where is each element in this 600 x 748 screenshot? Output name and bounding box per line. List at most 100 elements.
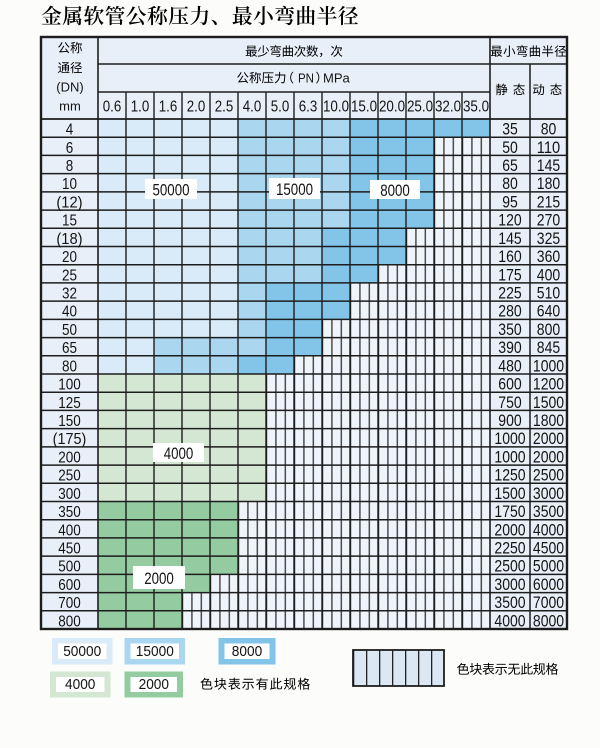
svg-text:2000: 2000 xyxy=(139,676,169,693)
svg-text:100: 100 xyxy=(58,377,81,394)
svg-text:20.0: 20.0 xyxy=(379,98,405,115)
svg-text:32.0: 32.0 xyxy=(435,98,461,115)
svg-text:8000: 8000 xyxy=(380,181,410,200)
svg-text:65: 65 xyxy=(502,156,518,175)
svg-text:225: 225 xyxy=(498,284,521,303)
svg-text:(18): (18) xyxy=(56,231,82,248)
svg-text:150: 150 xyxy=(58,413,81,430)
svg-text:400: 400 xyxy=(58,522,81,539)
svg-text:15.0: 15.0 xyxy=(351,98,377,115)
svg-text:145: 145 xyxy=(498,229,521,248)
svg-text:7000: 7000 xyxy=(533,593,564,612)
svg-text:1000: 1000 xyxy=(494,447,525,466)
svg-text:25.0: 25.0 xyxy=(407,98,433,115)
svg-text:20: 20 xyxy=(62,249,77,266)
svg-text:5000: 5000 xyxy=(533,557,564,576)
svg-text:50: 50 xyxy=(62,322,77,339)
svg-text:510: 510 xyxy=(537,284,560,303)
svg-text:(12): (12) xyxy=(56,194,82,211)
svg-text:250: 250 xyxy=(58,468,81,485)
svg-text:2000: 2000 xyxy=(494,520,525,539)
svg-text:4: 4 xyxy=(66,122,74,139)
svg-text:2.5: 2.5 xyxy=(215,98,234,115)
svg-text:1200: 1200 xyxy=(533,375,564,394)
svg-text:3500: 3500 xyxy=(533,502,564,521)
svg-text:80: 80 xyxy=(502,174,518,193)
svg-text:3000: 3000 xyxy=(533,484,564,503)
svg-text:15000: 15000 xyxy=(136,643,174,660)
svg-text:(175): (175) xyxy=(53,431,87,448)
svg-text:2500: 2500 xyxy=(533,466,564,485)
svg-text:390: 390 xyxy=(498,338,521,357)
svg-text:15000: 15000 xyxy=(276,180,313,199)
svg-text:1000: 1000 xyxy=(494,429,525,448)
svg-text:8: 8 xyxy=(66,158,74,175)
svg-text:50000: 50000 xyxy=(63,643,101,660)
svg-text:1000: 1000 xyxy=(533,356,564,375)
svg-text:640: 640 xyxy=(537,302,560,321)
svg-text:360: 360 xyxy=(537,247,560,266)
svg-text:110: 110 xyxy=(537,138,560,157)
svg-text:40: 40 xyxy=(62,304,77,321)
svg-text:1500: 1500 xyxy=(494,484,525,503)
svg-text:50000: 50000 xyxy=(153,181,190,200)
svg-text:500: 500 xyxy=(58,559,81,576)
svg-text:8000: 8000 xyxy=(232,643,262,660)
svg-text:2000: 2000 xyxy=(533,429,564,448)
svg-text:3000: 3000 xyxy=(494,575,525,594)
svg-text:8000: 8000 xyxy=(533,611,564,630)
svg-text:5.0: 5.0 xyxy=(271,98,290,115)
svg-text:4500: 4500 xyxy=(533,539,564,558)
svg-text:95: 95 xyxy=(502,192,518,211)
svg-text:845: 845 xyxy=(537,338,560,357)
svg-text:3500: 3500 xyxy=(494,593,525,612)
svg-text:15: 15 xyxy=(62,213,77,230)
svg-text:80: 80 xyxy=(62,358,77,375)
svg-text:800: 800 xyxy=(58,613,81,630)
svg-text:(DN): (DN) xyxy=(56,79,83,94)
svg-text:10: 10 xyxy=(62,176,77,193)
svg-text:1750: 1750 xyxy=(494,502,525,521)
svg-text:1500: 1500 xyxy=(533,393,564,412)
svg-text:2500: 2500 xyxy=(494,557,525,576)
svg-text:mm: mm xyxy=(59,98,81,113)
svg-text:350: 350 xyxy=(498,320,521,339)
svg-text:PN: PN xyxy=(298,70,314,85)
svg-text:80: 80 xyxy=(541,120,557,139)
svg-text:160: 160 xyxy=(498,247,521,266)
svg-text:25: 25 xyxy=(62,267,77,284)
svg-text:4000: 4000 xyxy=(533,520,564,539)
svg-text:65: 65 xyxy=(62,340,77,357)
svg-text:200: 200 xyxy=(58,449,81,466)
svg-text:400: 400 xyxy=(537,265,560,284)
svg-text:10.0: 10.0 xyxy=(323,98,349,115)
svg-text:145: 145 xyxy=(537,156,560,175)
svg-text:800: 800 xyxy=(537,320,560,339)
svg-text:1800: 1800 xyxy=(533,411,564,430)
svg-text:480: 480 xyxy=(498,356,521,375)
svg-text:0.6: 0.6 xyxy=(103,98,122,115)
svg-text:2.0: 2.0 xyxy=(187,98,206,115)
svg-text:50: 50 xyxy=(502,138,518,157)
svg-text:4.0: 4.0 xyxy=(243,98,262,115)
svg-text:125: 125 xyxy=(58,395,81,412)
svg-text:120: 120 xyxy=(498,211,521,230)
svg-text:270: 270 xyxy=(537,211,560,230)
svg-text:215: 215 xyxy=(537,192,560,211)
svg-text:32: 32 xyxy=(62,286,77,303)
svg-text:4000: 4000 xyxy=(164,444,194,463)
svg-text:450: 450 xyxy=(58,541,81,558)
svg-text:6: 6 xyxy=(66,140,74,157)
svg-text:175: 175 xyxy=(498,265,521,284)
svg-text:350: 350 xyxy=(58,504,81,521)
svg-text:35: 35 xyxy=(502,120,518,139)
svg-text:2250: 2250 xyxy=(494,539,525,558)
svg-text:280: 280 xyxy=(498,302,521,321)
svg-text:750: 750 xyxy=(498,393,521,412)
svg-text:MPa: MPa xyxy=(323,70,351,85)
svg-text:600: 600 xyxy=(498,375,521,394)
svg-text:35.0: 35.0 xyxy=(463,98,489,115)
svg-text:4000: 4000 xyxy=(65,676,95,693)
svg-text:325: 325 xyxy=(537,229,560,248)
svg-text:1250: 1250 xyxy=(494,466,525,485)
